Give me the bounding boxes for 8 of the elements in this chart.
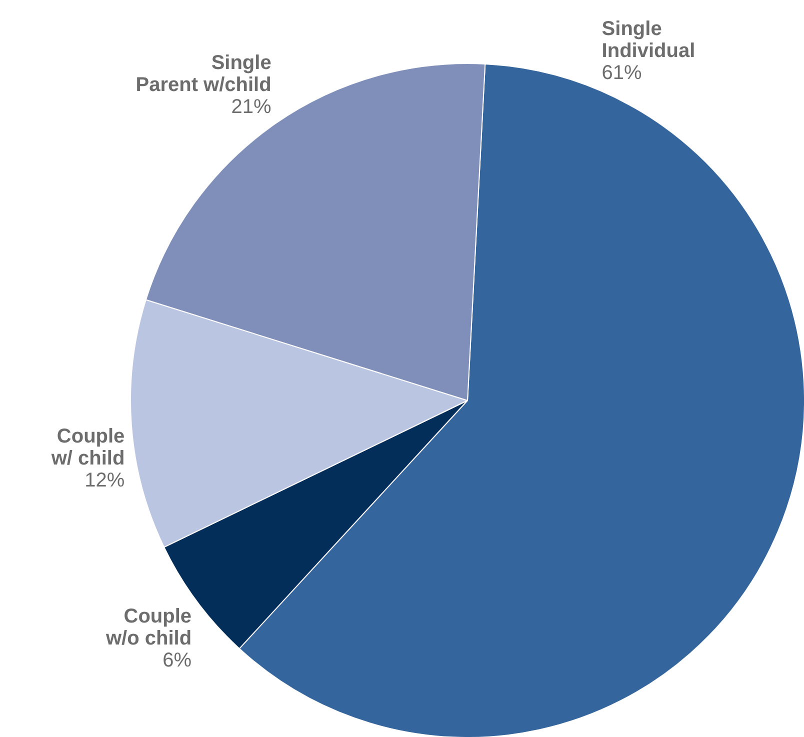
data-label: 21% [231, 96, 272, 118]
slice-label: Couple w/o child [104, 605, 192, 650]
slice-label: Single Individual [602, 18, 696, 62]
slice-label: Couple w/ child [50, 426, 125, 470]
data-label: 61% [602, 62, 642, 84]
data-label: 12% [84, 470, 125, 492]
slice-label: Single Parent w/child [136, 52, 272, 96]
data-label: 6% [162, 649, 192, 672]
